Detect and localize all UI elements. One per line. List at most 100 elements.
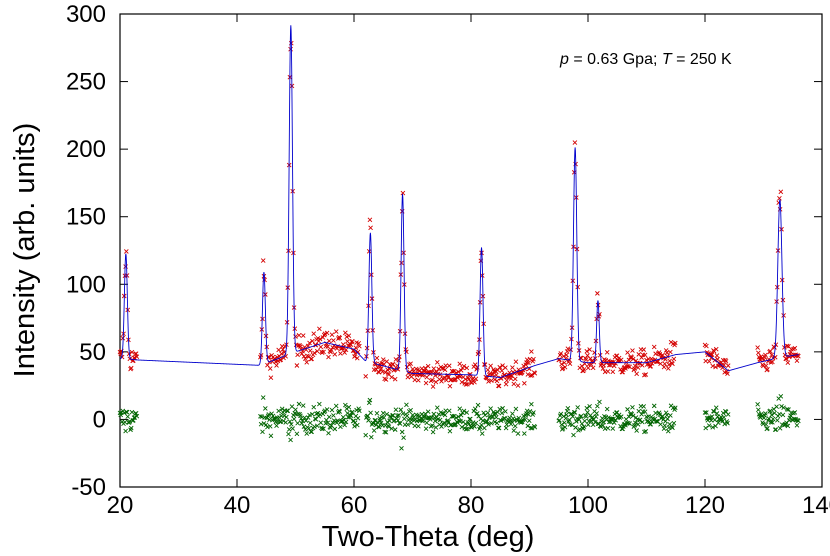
difference-point — [279, 406, 285, 412]
difference-point — [317, 412, 323, 417]
observed-point — [562, 364, 568, 370]
difference-point — [481, 410, 486, 416]
difference-point — [395, 418, 401, 423]
observed-point — [670, 361, 675, 367]
observed-point — [461, 363, 467, 369]
difference-point — [125, 414, 131, 419]
observed-series — [117, 40, 801, 389]
observed-point — [510, 365, 515, 370]
observed-point — [430, 377, 435, 383]
observed-point — [503, 365, 508, 371]
observed-point — [442, 367, 448, 373]
observed-point — [595, 291, 600, 296]
difference-point — [774, 417, 780, 423]
difference-point — [777, 426, 783, 431]
observed-point — [134, 354, 140, 360]
observed-point — [521, 363, 526, 369]
difference-point — [276, 408, 281, 414]
difference-point — [434, 405, 440, 410]
difference-point — [583, 414, 589, 419]
difference-point — [526, 412, 531, 417]
observed-point — [497, 364, 503, 370]
difference-point — [350, 409, 355, 415]
difference-point — [641, 404, 647, 409]
difference-point — [784, 406, 790, 412]
difference-point — [658, 422, 663, 427]
observed-point — [423, 365, 428, 371]
difference-point — [301, 424, 307, 430]
difference-point — [565, 405, 571, 411]
difference-point — [560, 426, 566, 431]
observed-point — [450, 369, 456, 374]
difference-point — [569, 422, 575, 428]
difference-point — [666, 425, 672, 430]
observed-point — [472, 362, 478, 367]
observed-point — [463, 376, 468, 382]
observed-point — [651, 344, 657, 350]
observed-point — [782, 352, 788, 358]
observed-point — [465, 381, 470, 387]
difference-point — [263, 422, 269, 428]
difference-point — [294, 431, 300, 437]
difference-point — [134, 413, 140, 419]
y-tick-label: 100 — [66, 271, 106, 298]
y-tick-label: 250 — [66, 69, 106, 96]
difference-point — [357, 408, 362, 414]
difference-point — [515, 431, 521, 436]
observed-point — [311, 331, 317, 336]
x-tick-label: 80 — [458, 492, 485, 519]
difference-point — [128, 425, 134, 431]
observed-point — [706, 359, 712, 364]
observed-point — [664, 350, 670, 356]
observed-point — [303, 356, 308, 362]
observed-point — [447, 383, 453, 389]
observed-point — [390, 362, 396, 367]
observed-point — [671, 356, 677, 362]
difference-point — [779, 403, 784, 409]
observed-point — [373, 362, 378, 367]
observed-point — [495, 367, 500, 373]
observed-point — [376, 370, 382, 375]
observed-point — [641, 347, 647, 352]
x-tick-label: 100 — [568, 492, 608, 519]
difference-point — [439, 424, 444, 429]
difference-point — [525, 423, 531, 429]
observed-point — [515, 383, 521, 388]
difference-point — [463, 426, 469, 432]
x-tick-label: 20 — [107, 492, 134, 519]
observed-point — [639, 363, 645, 368]
y-tick-label: -50 — [71, 474, 106, 501]
difference-point — [581, 424, 587, 430]
difference-point — [430, 423, 435, 428]
difference-point — [312, 424, 317, 430]
difference-point — [672, 405, 678, 411]
observed-point — [710, 363, 716, 369]
difference-point — [585, 422, 591, 428]
observed-point — [529, 349, 534, 354]
observed-point — [725, 371, 730, 377]
difference-point — [725, 420, 730, 426]
difference-point — [496, 425, 502, 431]
pressure-symbol: p — [559, 51, 569, 68]
difference-point — [780, 412, 786, 418]
difference-point — [456, 418, 462, 424]
difference-point — [611, 420, 617, 425]
observed-point — [301, 354, 307, 359]
difference-point — [625, 407, 630, 412]
observed-point — [363, 374, 369, 379]
observed-point — [312, 350, 317, 356]
observed-point — [342, 350, 347, 355]
observed-point — [332, 351, 338, 357]
difference-point — [642, 429, 647, 435]
difference-point — [425, 409, 431, 415]
observed-point — [503, 381, 509, 387]
observed-point — [648, 364, 654, 369]
pressure-text: = 0.63 Gpa; — [569, 51, 662, 68]
difference-point — [268, 433, 274, 439]
difference-point — [660, 413, 665, 419]
observed-point — [404, 349, 409, 355]
difference-point — [390, 413, 396, 418]
observed-point — [383, 377, 389, 382]
observed-point — [307, 340, 312, 346]
difference-point — [597, 399, 602, 405]
